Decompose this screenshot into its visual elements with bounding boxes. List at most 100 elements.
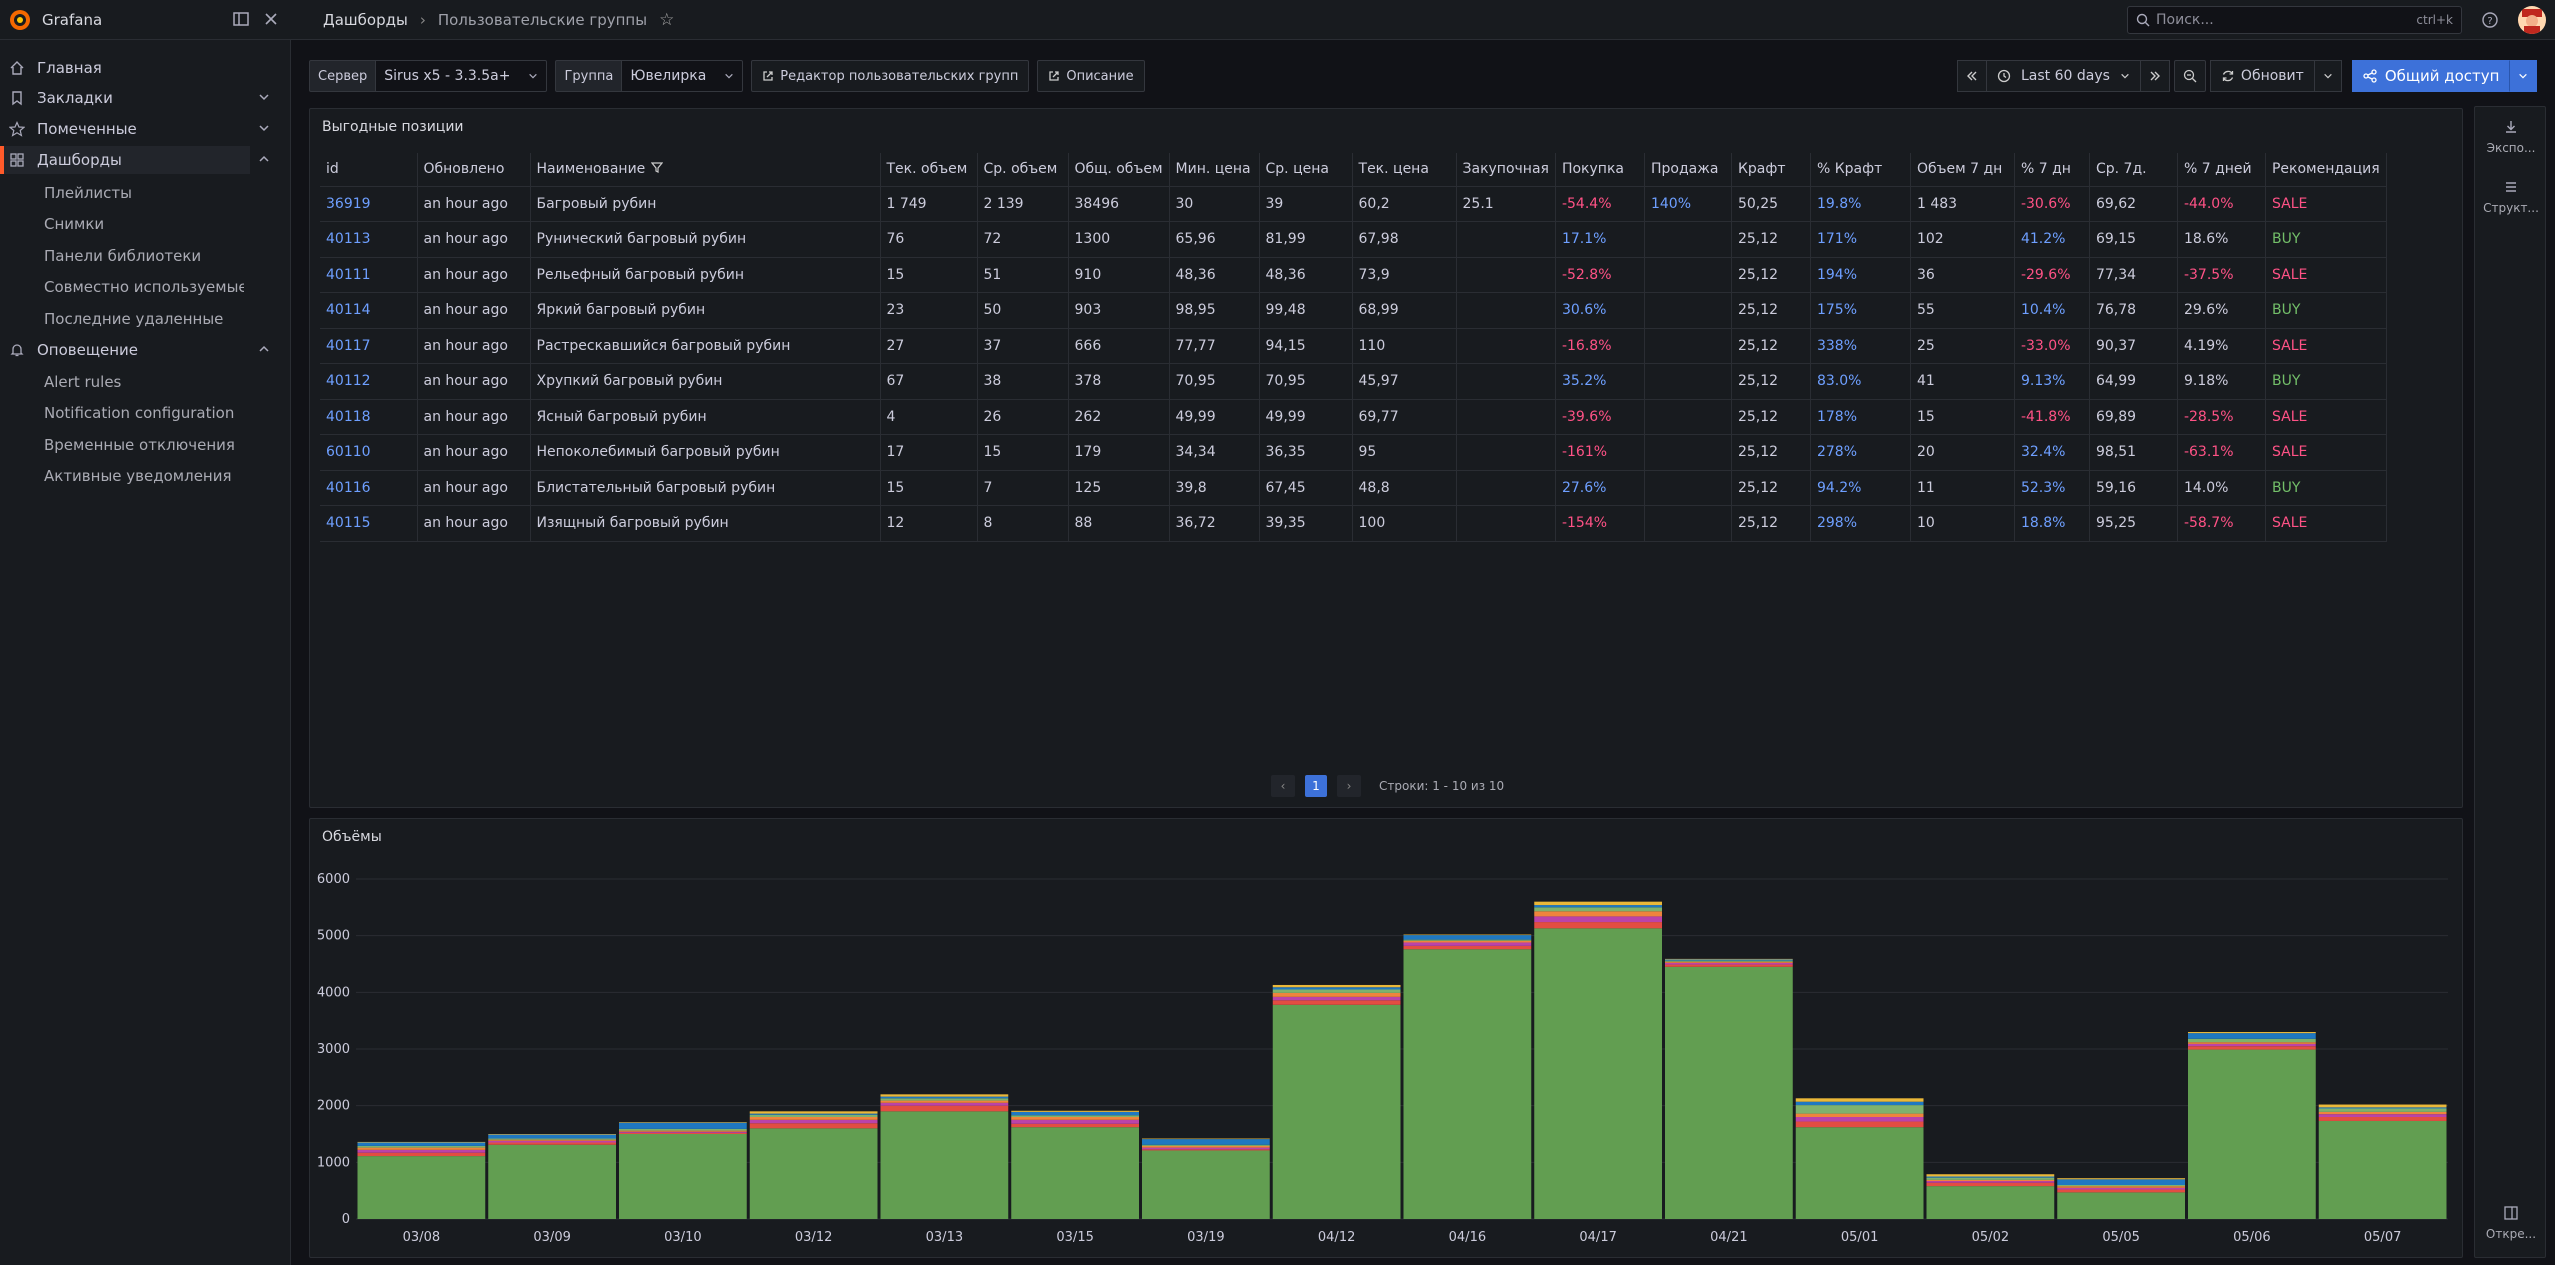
description-link-button[interactable]: Описание bbox=[1037, 60, 1145, 92]
column-header[interactable]: Объем 7 дн bbox=[1910, 153, 2015, 187]
column-header[interactable]: Ср. 7д. bbox=[2089, 153, 2178, 187]
table-cell[interactable]: 40115 bbox=[320, 505, 418, 542]
dock-menu-icon[interactable] bbox=[232, 10, 250, 28]
close-menu-icon[interactable] bbox=[262, 10, 280, 28]
bar-segment[interactable] bbox=[1142, 1144, 1270, 1146]
table-cell[interactable]: 40117 bbox=[320, 328, 418, 364]
bar-segment[interactable] bbox=[619, 1131, 747, 1133]
bar-segment[interactable] bbox=[1272, 987, 1401, 990]
help-icon[interactable]: ? bbox=[2480, 10, 2500, 30]
bar-segment[interactable] bbox=[488, 1144, 616, 1219]
bar-segment[interactable] bbox=[1142, 1149, 1270, 1151]
chart-panel-title[interactable]: Объёмы bbox=[322, 829, 382, 845]
bar-segment[interactable] bbox=[880, 1098, 1009, 1101]
bar-segment[interactable] bbox=[1926, 1177, 2055, 1180]
bar-segment[interactable] bbox=[357, 1142, 486, 1146]
bar-segment[interactable] bbox=[488, 1142, 616, 1145]
volumes-chart[interactable]: 0 1000 2000 3000 4000 5000 6000 03/08 03/09 03/10… bbox=[310, 819, 2462, 1257]
table-cell[interactable]: 36919 bbox=[320, 186, 418, 222]
bar-segment[interactable] bbox=[1665, 958, 1793, 960]
chevron-up-icon[interactable] bbox=[258, 153, 270, 165]
bar-segment[interactable] bbox=[1272, 984, 1401, 988]
bar-segment[interactable] bbox=[2057, 1187, 2185, 1190]
filter-icon[interactable] bbox=[651, 161, 664, 174]
bar-segment[interactable] bbox=[2057, 1189, 2185, 1193]
bar-segment[interactable] bbox=[1795, 1121, 1924, 1128]
sidebar-subitem-active-notifications[interactable]: Активные уведомления bbox=[44, 467, 232, 485]
bar-segment[interactable] bbox=[749, 1117, 878, 1120]
chevron-down-icon[interactable] bbox=[258, 91, 270, 103]
column-header[interactable]: Закупочная bbox=[1456, 153, 1556, 187]
bar-segment[interactable] bbox=[1011, 1111, 1139, 1116]
bar-segment[interactable] bbox=[1142, 1138, 1270, 1140]
bar-segment[interactable] bbox=[488, 1138, 616, 1140]
bar-segment[interactable] bbox=[1665, 962, 1793, 965]
bar-segment[interactable] bbox=[2188, 1049, 2316, 1219]
bar-segment[interactable] bbox=[1665, 961, 1793, 963]
table-cell[interactable]: 40112 bbox=[320, 363, 418, 400]
bar-segment[interactable] bbox=[749, 1123, 878, 1129]
bar-segment[interactable] bbox=[1926, 1179, 2055, 1182]
prev-page-button[interactable]: ‹ bbox=[1271, 775, 1295, 797]
bar-segment[interactable] bbox=[880, 1105, 1009, 1112]
bar-segment[interactable] bbox=[1403, 945, 1532, 950]
table-cell[interactable]: 40116 bbox=[320, 470, 418, 506]
bar-segment[interactable] bbox=[1926, 1176, 2055, 1178]
bar-segment[interactable] bbox=[357, 1149, 486, 1153]
bar-segment[interactable] bbox=[1534, 911, 1662, 917]
bar-segment[interactable] bbox=[619, 1132, 747, 1134]
bar-segment[interactable] bbox=[619, 1130, 747, 1132]
column-header[interactable]: Тек. объем bbox=[880, 153, 978, 187]
bar-segment[interactable] bbox=[357, 1141, 486, 1143]
bar-segment[interactable] bbox=[1534, 916, 1662, 923]
bar-segment[interactable] bbox=[2318, 1107, 2447, 1109]
bar-segment[interactable] bbox=[1534, 901, 1662, 906]
bar-segment[interactable] bbox=[880, 1096, 1009, 1099]
bar-segment[interactable] bbox=[1142, 1150, 1270, 1219]
bar-segment[interactable] bbox=[2188, 1033, 2316, 1039]
bar-segment[interactable] bbox=[1534, 928, 1662, 1219]
zoom-out-button[interactable] bbox=[2173, 60, 2206, 92]
bar-segment[interactable] bbox=[749, 1128, 878, 1219]
refresh-button[interactable]: Обновит bbox=[2209, 60, 2315, 92]
column-header[interactable]: id bbox=[320, 153, 418, 187]
bar-segment[interactable] bbox=[749, 1119, 878, 1124]
bar-segment[interactable] bbox=[357, 1145, 486, 1148]
bar-segment[interactable] bbox=[1403, 935, 1532, 940]
bar-segment[interactable] bbox=[1795, 1117, 1924, 1122]
bar-segment[interactable] bbox=[749, 1114, 878, 1117]
chevron-up-icon[interactable] bbox=[258, 343, 270, 355]
bar-segment[interactable] bbox=[2057, 1179, 2185, 1185]
column-header[interactable]: Наименование bbox=[530, 153, 881, 187]
bar-segment[interactable] bbox=[488, 1140, 616, 1143]
bar-segment[interactable] bbox=[2318, 1111, 2447, 1115]
bar-segment[interactable] bbox=[1011, 1123, 1139, 1128]
breadcrumb-dashboards[interactable]: Дашборды bbox=[323, 11, 408, 29]
bar-segment[interactable] bbox=[1272, 1004, 1401, 1219]
bar-segment[interactable] bbox=[880, 1100, 1009, 1103]
avatar[interactable] bbox=[2518, 6, 2546, 34]
bar-segment[interactable] bbox=[2057, 1186, 2185, 1188]
table-cell[interactable]: 40111 bbox=[320, 257, 418, 293]
bar-segment[interactable] bbox=[619, 1122, 747, 1129]
bar-segment[interactable] bbox=[1403, 949, 1532, 1219]
structure-button[interactable]: Структ... bbox=[2475, 179, 2547, 215]
column-header[interactable]: Рекомендация bbox=[2265, 153, 2387, 187]
bar-segment[interactable] bbox=[1534, 922, 1662, 929]
bar-segment[interactable] bbox=[1403, 939, 1532, 941]
chevron-down-icon[interactable] bbox=[258, 122, 270, 134]
bar-segment[interactable] bbox=[488, 1139, 616, 1141]
server-variable-select[interactable]: Sirus x5 - 3.3.5a+ bbox=[376, 60, 548, 92]
sidebar-item-starred[interactable]: Помеченные bbox=[0, 115, 269, 143]
bar-segment[interactable] bbox=[357, 1152, 486, 1157]
column-header[interactable]: % Крафт bbox=[1810, 153, 1911, 187]
bar-segment[interactable] bbox=[1011, 1119, 1139, 1124]
sidebar-item-alerting[interactable]: Оповещение bbox=[0, 336, 269, 364]
bar-segment[interactable] bbox=[357, 1156, 486, 1219]
bar-segment[interactable] bbox=[1926, 1174, 2055, 1177]
bar-segment[interactable] bbox=[2318, 1104, 2447, 1108]
brand[interactable]: Grafana bbox=[8, 8, 102, 32]
column-header[interactable]: % 7 дней bbox=[2177, 153, 2266, 187]
bar-segment[interactable] bbox=[1403, 934, 1532, 936]
bar-segment[interactable] bbox=[1534, 905, 1662, 908]
